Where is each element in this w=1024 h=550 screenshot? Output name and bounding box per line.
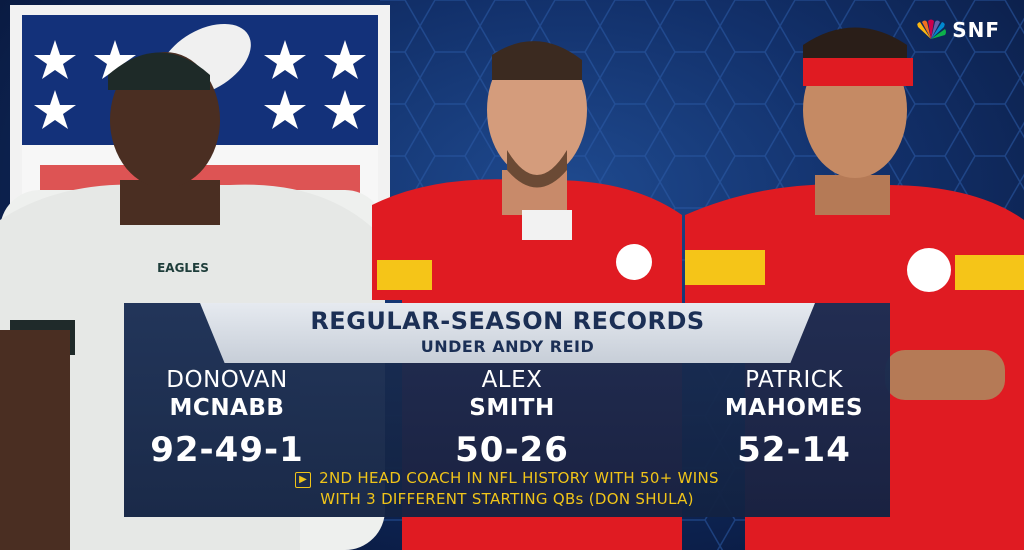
footnote-line-1: 2ND HEAD COACH IN NFL HISTORY WITH 50+ W…	[319, 469, 719, 487]
snf-logo: SNF	[914, 18, 1000, 42]
graphic-title: REGULAR-SEASON RECORDS	[310, 307, 705, 335]
snf-wordmark: SNF	[952, 18, 1000, 42]
player-last-name: MCNABB	[169, 395, 285, 421]
player-last-name: SMITH	[469, 395, 555, 421]
player-column-mahomes: PATRICK MAHOMES 52-14	[679, 366, 909, 470]
player-column-smith: ALEX SMITH 50-26	[397, 366, 627, 470]
player-last-name: MAHOMES	[724, 395, 864, 421]
player-first-name: DONOVAN	[166, 367, 288, 393]
player-record: 92-49-1	[150, 430, 304, 470]
jersey-wordmark: EAGLES	[157, 261, 209, 275]
graphic-subtitle: UNDER ANDY REID	[420, 337, 595, 356]
player-first-name: PATRICK	[745, 367, 843, 393]
footnote-line-2: WITH 3 DIFFERENT STARTING QBs (DON SHULA…	[320, 490, 694, 508]
player-column-mcnabb: DONOVAN MCNABB 92-49-1	[112, 366, 342, 470]
player-first-name: ALEX	[481, 367, 543, 393]
peacock-icon	[917, 19, 947, 39]
player-record: 52-14	[737, 430, 851, 470]
footnote: ▶ 2ND HEAD COACH IN NFL HISTORY WITH 50+ …	[124, 468, 890, 510]
player-record: 50-26	[455, 430, 569, 470]
title-bar: REGULAR-SEASON RECORDS UNDER ANDY REID	[200, 303, 815, 363]
play-arrow-icon: ▶	[295, 472, 312, 488]
